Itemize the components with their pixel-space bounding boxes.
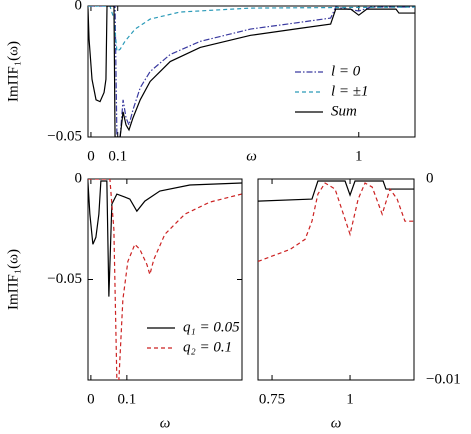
y-tick-label: 0 — [75, 0, 83, 13]
legend-label: Sum — [331, 103, 357, 119]
x-tick-label: 0.1 — [108, 148, 127, 164]
x-tick-label: 1 — [355, 148, 363, 164]
y-tick-label: 0 — [75, 170, 83, 186]
legend-label: l = 0 — [331, 63, 361, 79]
series-line — [258, 180, 414, 202]
y-tick-label: −0.05 — [47, 271, 82, 287]
plot-area — [88, 179, 242, 380]
x-axis-label: ω — [246, 148, 257, 164]
x-axis-label: ω — [160, 415, 171, 431]
series-line — [88, 180, 242, 297]
legend-label: q₂ = 0.1 — [183, 339, 232, 355]
plot-area — [258, 180, 414, 262]
y-tick-label: −0.05 — [47, 128, 82, 144]
x-tick-label: 1 — [346, 391, 354, 407]
axes-frame — [87, 5, 416, 138]
y-tick-label: 0 — [426, 170, 434, 186]
x-axis-label: ω — [331, 415, 342, 431]
x-tick-label: 0 — [87, 148, 95, 164]
plot-area — [88, 6, 415, 137]
series-line — [258, 182, 414, 262]
x-tick-label: 0.75 — [259, 391, 285, 407]
axes-frame — [257, 178, 415, 381]
series-line — [88, 6, 415, 137]
series-line — [88, 6, 415, 137]
x-tick-label: 0 — [87, 391, 95, 407]
legend-label: l = ±1 — [331, 83, 369, 99]
y-tick-label: −0.01 — [426, 371, 461, 387]
series-line — [88, 179, 242, 380]
y-axis-label: ImΠF₁(ω) — [5, 249, 21, 310]
legend-label: q₁ = 0.05 — [183, 319, 240, 335]
series-line — [88, 6, 415, 53]
y-axis-label: ImΠF₁(ω) — [5, 41, 21, 102]
x-tick-label: 0.1 — [117, 391, 136, 407]
